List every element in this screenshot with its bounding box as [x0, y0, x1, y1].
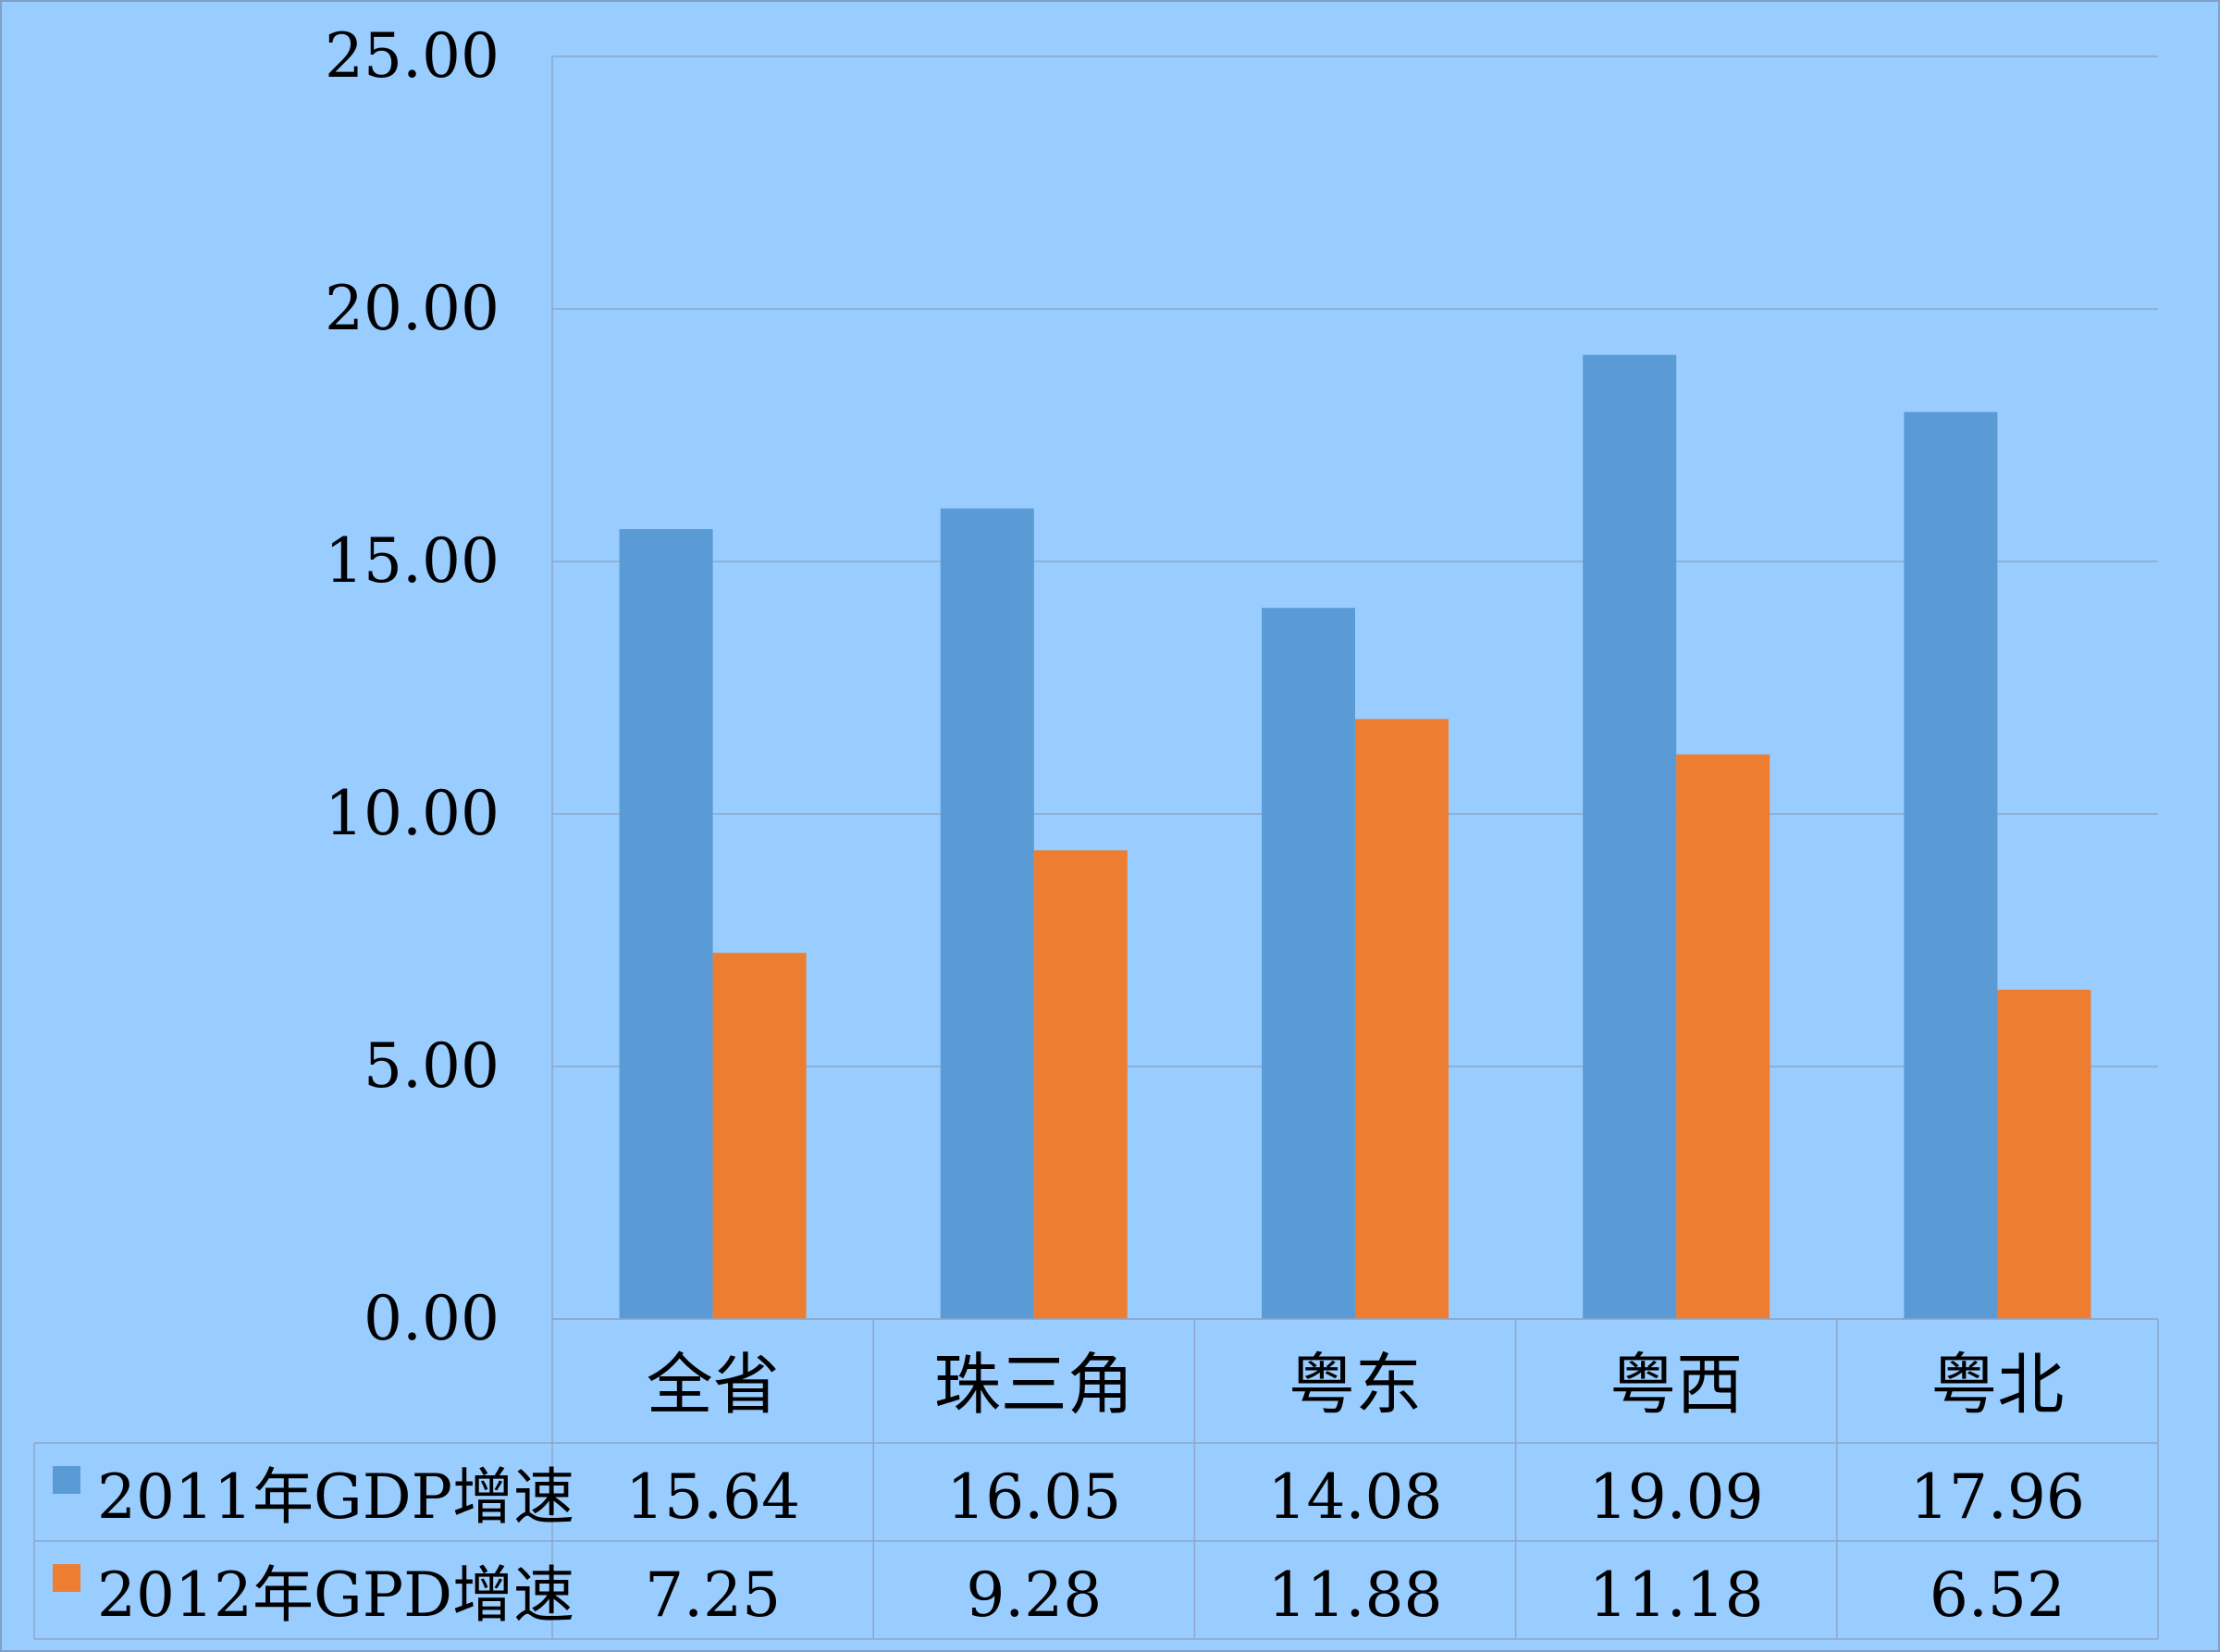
bar-1-0 — [712, 953, 807, 1319]
y-tick-label: 10.00 — [325, 778, 500, 849]
y-axis-tick-labels: 0.00 5.00 10.00 15.00 20.00 25.00 — [325, 20, 500, 1354]
bars — [619, 354, 2091, 1319]
y-tick-label: 0.00 — [364, 1283, 500, 1354]
bar-1-3 — [1676, 754, 1770, 1319]
y-tick-label: 20.00 — [325, 273, 500, 344]
y-tick-label: 25.00 — [325, 20, 500, 92]
data-label: 17.96 — [1910, 1461, 2085, 1533]
x-tick-label: 粤北 — [1930, 1346, 2064, 1424]
x-tick-label: 全省 — [647, 1346, 780, 1424]
bar-0-0 — [619, 529, 713, 1319]
y-tick-label: 5.00 — [364, 1030, 500, 1102]
data-label: 11.88 — [1268, 1560, 1443, 1631]
y-tick-label: 15.00 — [325, 525, 500, 597]
legend-swatch — [53, 1564, 80, 1592]
data-label: 11.18 — [1589, 1560, 1764, 1631]
data-label: 14.08 — [1268, 1461, 1443, 1533]
legend-label: 2012年GPD增速 — [97, 1560, 574, 1631]
bar-0-1 — [940, 508, 1034, 1319]
data-label: 9.28 — [966, 1560, 1102, 1631]
data-table: 全省 珠三角 粤东 粤西 粤北 2011年GDP增速 15.64 16.05 14.08 19.0… — [33, 1318, 2159, 1640]
data-label: 7.25 — [645, 1560, 781, 1631]
x-tick-label: 粤西 — [1610, 1346, 1743, 1424]
x-tick-label: 珠三角 — [934, 1346, 1134, 1424]
bar-1-4 — [1997, 990, 2091, 1319]
data-label: 15.64 — [625, 1461, 800, 1533]
data-label: 19.09 — [1589, 1461, 1764, 1533]
data-label: 16.05 — [946, 1461, 1121, 1533]
legend-label: 2011年GDP增速 — [97, 1461, 574, 1533]
bar-0-4 — [1904, 412, 1998, 1319]
bar-1-2 — [1355, 719, 1449, 1319]
bar-0-3 — [1583, 354, 1677, 1319]
bar-0-2 — [1262, 608, 1355, 1319]
data-label: 6.52 — [1930, 1560, 2066, 1631]
x-tick-label: 粤东 — [1289, 1346, 1422, 1424]
legend-swatch — [53, 1466, 80, 1494]
bar-1-1 — [1033, 850, 1128, 1319]
